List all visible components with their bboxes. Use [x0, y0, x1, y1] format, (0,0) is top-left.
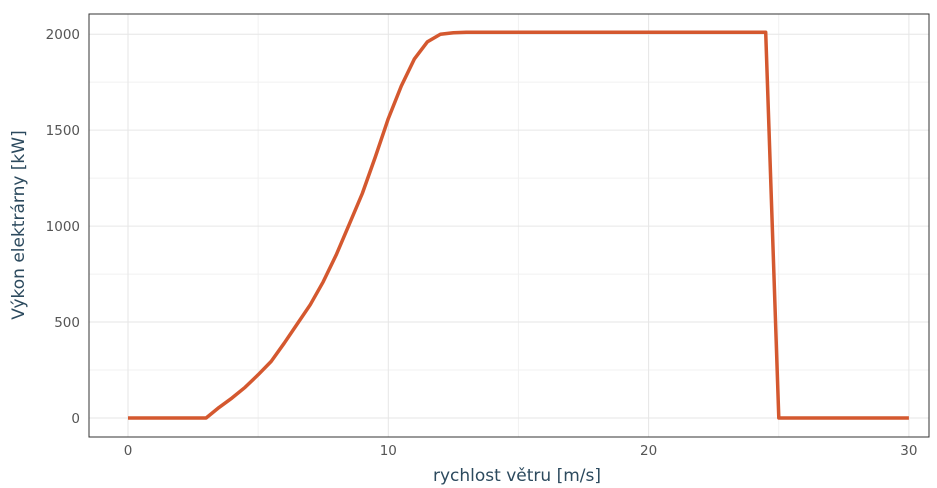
x-tick-label: 20 [640, 443, 657, 459]
y-tick-label: 500 [54, 315, 80, 331]
series [128, 30, 909, 420]
plot-panel-border [88, 13, 930, 438]
grid [89, 14, 929, 437]
y-tick-label: 2000 [46, 27, 80, 43]
x-tick-label: 0 [124, 443, 133, 459]
y-tick-label: 0 [71, 411, 80, 427]
tick-labels: 0 10 20 30 0 500 1000 1500 2000 [46, 27, 918, 459]
x-axis-title: rychlost větru [m/s] [433, 466, 601, 486]
x-tick-label: 30 [900, 443, 917, 459]
y-tick-label: 1000 [46, 219, 80, 235]
y-tick-label: 1500 [46, 123, 80, 139]
power-curve-line [128, 30, 909, 420]
y-axis-title: Výkon elektrárny [kW] [9, 130, 29, 319]
x-tick-label: 10 [380, 443, 397, 459]
